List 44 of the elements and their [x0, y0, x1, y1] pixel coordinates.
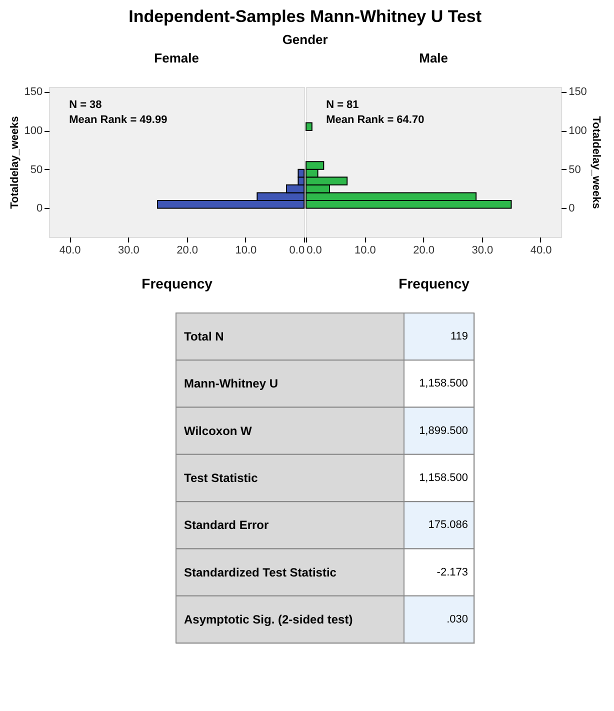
x-axis-title: Frequency: [142, 276, 213, 292]
text: 119: [450, 330, 468, 343]
text: Female: [154, 50, 199, 66]
y-tick-label: 150: [568, 86, 587, 98]
category-label: Standardized Test Statistic: [184, 565, 337, 580]
category-label: Asymptotic Sig. (2-sided test): [184, 612, 353, 626]
x-tick-label: 0.0: [306, 244, 322, 256]
x-tick-label: 30.0: [472, 244, 494, 256]
text: 1,158.500: [419, 472, 468, 484]
x-tick-label: 10.0: [354, 244, 376, 256]
annotation: N = 81: [326, 99, 359, 111]
y-tick-label: 50: [30, 164, 43, 176]
chart-title: Independent-Samples Mann-Whitney U Test: [128, 7, 482, 26]
chart-subtitle: Gender: [282, 32, 328, 48]
category-label: Standard Error: [184, 518, 270, 532]
annotation: Mean Rank = 49.99: [69, 114, 168, 126]
annotation: N = 38: [69, 99, 102, 111]
x-tick-label: 20.0: [413, 244, 435, 256]
x-tick-label: 10.0: [235, 244, 257, 256]
y-axis-title: Totaldelay_weeks: [9, 116, 22, 209]
y-tick-label: 100: [568, 125, 587, 138]
text: Male: [419, 50, 448, 66]
category-label: Total N: [184, 330, 224, 344]
text: 1,158.500: [419, 378, 468, 390]
y-tick-label: 150: [24, 86, 43, 98]
x-axis-title: Frequency: [398, 276, 470, 292]
text: 1,899.500: [419, 424, 468, 437]
x-tick-label: 40.0: [530, 244, 552, 256]
category-label: Mann-Whitney U: [184, 376, 278, 391]
annotation: Mean Rank = 64.70: [326, 114, 424, 126]
text: 175.086: [428, 519, 468, 532]
x-tick-label: 30.0: [118, 244, 140, 256]
y-axis-title: Totaldelay_weeks: [590, 116, 602, 209]
y-tick-label: 0: [36, 202, 43, 215]
x-tick-label: 20.0: [176, 244, 198, 256]
y-tick-label: 50: [568, 164, 581, 176]
text: .030: [446, 613, 468, 626]
x-tick-label: 40.0: [59, 244, 81, 256]
x-tick-label: 0.0: [289, 244, 305, 256]
category-label: Wilcoxon W: [184, 424, 253, 438]
y-tick-label: 0: [568, 202, 575, 215]
category-label: Test Statistic: [184, 471, 258, 485]
text: -2.173: [436, 566, 468, 578]
y-tick-label: 100: [24, 125, 43, 138]
